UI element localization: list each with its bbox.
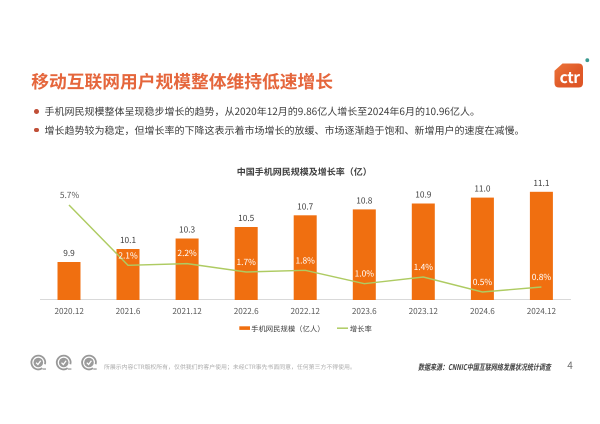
svg-text:1.0%: 1.0% [355,268,375,280]
svg-text:2022.12: 2022.12 [291,306,321,317]
svg-text:2020.12: 2020.12 [55,306,85,317]
svg-text:10.7: 10.7 [297,200,314,212]
svg-text:2021.12: 2021.12 [172,306,202,317]
svg-text:手机网民规模（亿人）: 手机网民规模（亿人） [251,324,324,335]
svg-text:1.7%: 1.7% [237,256,257,268]
svg-text:11.0: 11.0 [474,183,491,195]
svg-text:10.8: 10.8 [356,194,373,206]
svg-text:2024.6: 2024.6 [470,306,495,317]
svg-text:9.9: 9.9 [63,247,75,259]
svg-text:增长率: 增长率 [350,324,372,335]
svg-text:2.2%: 2.2% [177,247,197,259]
svg-text:ctr: ctr [560,66,581,88]
svg-text:2023.12: 2023.12 [409,306,439,317]
svg-text:2021.6: 2021.6 [116,306,141,317]
svg-text:10.5: 10.5 [238,212,255,224]
svg-text:0.5%: 0.5% [473,276,493,288]
svg-text:2022.6: 2022.6 [234,306,259,317]
svg-text:5.7%: 5.7% [60,189,80,201]
svg-text:10.1: 10.1 [120,234,137,246]
svg-text:2.1%: 2.1% [118,249,138,261]
svg-text:10.9: 10.9 [415,189,432,201]
svg-text:10.3: 10.3 [179,224,196,236]
svg-text:1.4%: 1.4% [414,261,434,273]
svg-text:2024.12: 2024.12 [527,306,557,317]
svg-text:11.1: 11.1 [533,177,550,189]
svg-text:0.8%: 0.8% [532,271,552,283]
svg-text:2023.6: 2023.6 [352,306,377,317]
svg-text:1.8%: 1.8% [296,254,316,266]
